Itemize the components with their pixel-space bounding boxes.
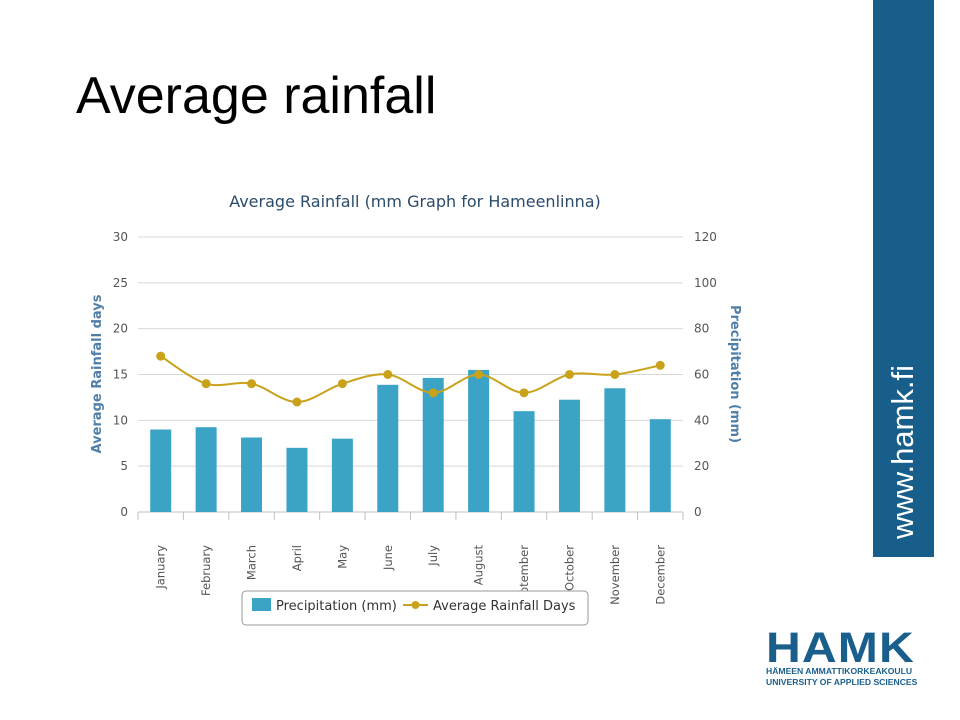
right-tick-label: 120 [694, 230, 717, 244]
precipitation-bar [377, 384, 399, 512]
rainfall-days-point [156, 351, 166, 361]
right-axis-label: Precipitation (mm) [727, 305, 742, 443]
right-tick-label: 20 [694, 459, 709, 473]
left-tick-label: 10 [113, 413, 128, 427]
precipitation-bar [195, 427, 217, 512]
right-tick-label: 80 [694, 322, 709, 336]
x-tick-label: May [335, 545, 349, 569]
legend-line-marker [411, 601, 420, 609]
rainfall-days-path [160, 355, 661, 404]
rainfall-days-point [655, 360, 665, 370]
precipitation-bar [286, 447, 308, 512]
legend-bar-swatch [252, 598, 271, 611]
right-tick-label: 40 [694, 413, 709, 427]
chart-grid [137, 236, 684, 520]
x-tick-label: July [426, 545, 440, 567]
x-tick-label: November [608, 545, 622, 605]
x-tick-label: April [290, 545, 304, 571]
precipitation-bar [422, 377, 444, 512]
left-tick-label: 30 [113, 230, 128, 244]
chart-title: Average Rainfall (mm Graph for Hameenlin… [229, 192, 601, 211]
hamk-logo: HAMK HÄMEEN AMMATTIKORKEAKOULU UNIVERSIT… [766, 627, 936, 690]
logo-line-2: UNIVERSITY OF APPLIED SCIENCES [766, 677, 918, 687]
right-axis-ticks: 0 20 40 60 80 100 120 [694, 230, 717, 519]
precipitation-bar [649, 419, 671, 512]
precipitation-bar [241, 437, 263, 512]
left-tick-label: 15 [113, 368, 128, 382]
x-tick-label: January [154, 545, 168, 590]
rainfall-days-point [519, 388, 529, 398]
legend-precipitation-label: Precipitation (mm) [276, 599, 397, 614]
right-tick-label: 0 [694, 505, 702, 519]
x-tick-label: October [562, 545, 576, 591]
left-tick-label: 0 [120, 505, 128, 519]
x-tick-label: March [245, 545, 259, 580]
x-axis-labels: January February March April May June July Augu… [154, 545, 668, 609]
rainfall-days-point [383, 370, 393, 379]
x-tick-label: June [381, 545, 395, 571]
precipitation-bar [604, 388, 626, 512]
left-tick-label: 20 [113, 322, 128, 336]
precipitation-bar [331, 438, 353, 512]
x-tick-label: December [653, 545, 667, 605]
side-band: www.hamk.fi [873, 0, 934, 557]
legend-rainfall-days-label: Average Rainfall Days [433, 599, 576, 614]
rainfall-days-point [474, 370, 484, 379]
x-tick-label: August [472, 545, 486, 586]
precipitation-bar [468, 369, 490, 512]
precipitation-bar [558, 399, 580, 512]
left-tick-label: 25 [113, 276, 128, 290]
left-axis-label: Average Rainfall days [90, 294, 105, 453]
rainfall-days-point [292, 397, 302, 407]
rainfall-days-point [610, 370, 620, 379]
precipitation-bars [150, 369, 671, 512]
rainfall-days-point [247, 379, 257, 389]
right-tick-label: 60 [694, 368, 709, 382]
chart-legend: Precipitation (mm) Average Rainfall Days [241, 590, 589, 626]
slide-title: Average rainfall [76, 67, 437, 125]
rainfall-days-line [156, 351, 665, 407]
rainfall-days-point [337, 379, 347, 389]
logo-line-1: HÄMEEN AMMATTIKORKEAKOULU [766, 666, 913, 676]
rainfall-days-point [428, 388, 438, 398]
x-tick-label: February [199, 545, 213, 596]
rainfall-days-point [564, 370, 574, 379]
precipitation-bar [513, 411, 535, 512]
rainfall-days-point [201, 379, 211, 389]
logo-mark: HAMK [766, 624, 915, 672]
left-axis-ticks: 0 5 10 15 20 25 30 [113, 230, 128, 519]
left-tick-label: 5 [120, 459, 128, 473]
right-tick-label: 100 [694, 276, 717, 290]
precipitation-bar [150, 429, 172, 512]
